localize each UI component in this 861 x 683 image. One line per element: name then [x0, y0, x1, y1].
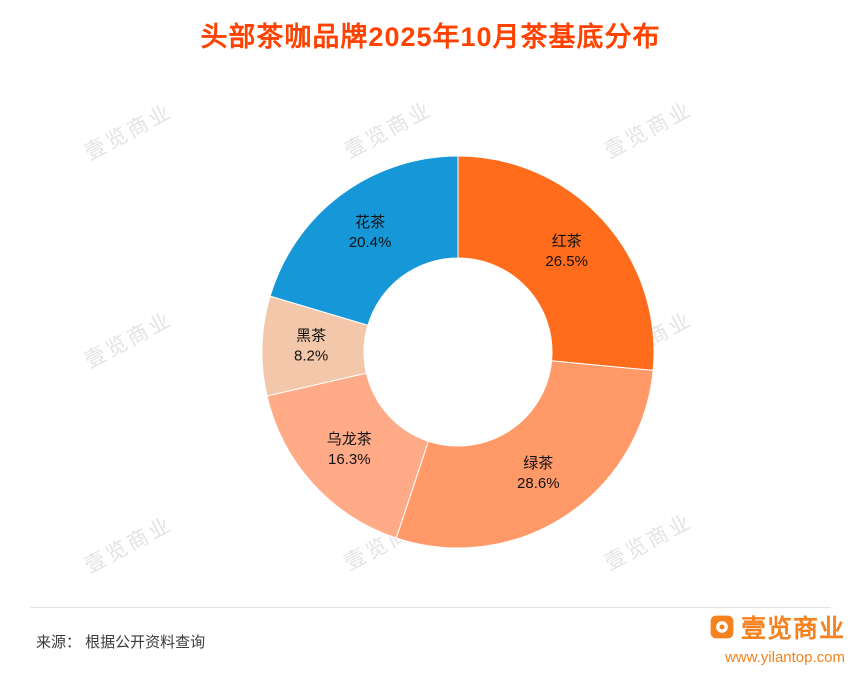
slice-label-黑茶: 黑茶 8.2%	[294, 327, 328, 364]
donut-slice-乌龙茶	[266, 372, 430, 539]
yilantop-logo-icon	[709, 614, 735, 640]
brand-logo: 壹览商业 www.yilantop.com	[709, 609, 845, 666]
slice-label-花茶: 花茶 20.4%	[349, 214, 392, 251]
donut-slice-花茶	[269, 155, 459, 326]
brand-row: 壹览商业	[709, 609, 845, 645]
brand-name: 壹览商业	[740, 615, 845, 643]
source-note: 来源： 根据公开资料查询	[36, 634, 206, 651]
slice-label-乌龙茶: 乌龙茶 16.3%	[327, 431, 372, 468]
donut-slice-红茶	[457, 155, 655, 371]
chart-title: 头部茶咖品牌2025年10月茶基底分布	[200, 22, 661, 52]
brand-website: www.yilantop.com	[724, 649, 845, 666]
footer-divider	[30, 607, 831, 608]
slice-label-绿茶: 绿茶 28.6%	[517, 455, 560, 492]
slice-label-红茶: 红茶 26.5%	[545, 233, 588, 270]
donut-slice-绿茶	[395, 360, 654, 549]
